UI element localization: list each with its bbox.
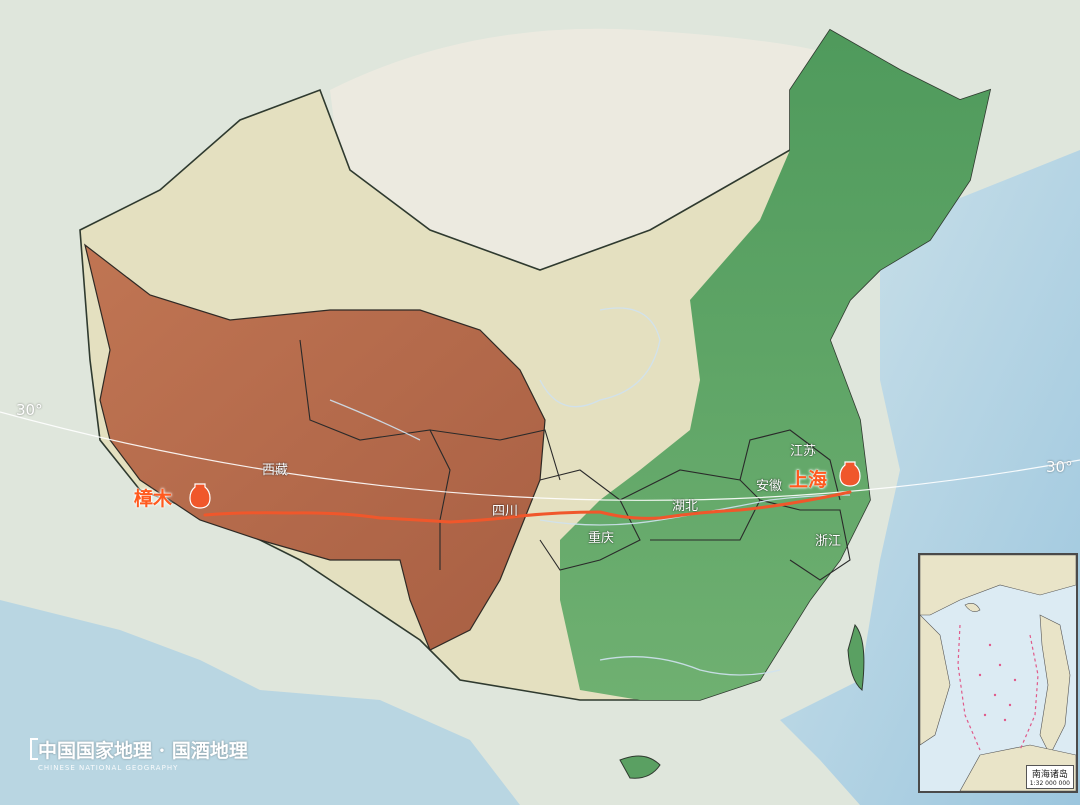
route-line [203, 490, 852, 524]
south-china-sea-inset: 南海诸岛 1:32 000 000 [918, 553, 1078, 793]
province-label-anhui: 安徽 [756, 479, 783, 494]
province-label-xizang: 西藏 [262, 463, 289, 478]
inset-caption: 南海诸岛 1:32 000 000 [1025, 765, 1074, 789]
tibetan-plateau [84, 243, 546, 651]
city-label-shanghai: 上海 [789, 469, 828, 491]
hainan-island [619, 755, 661, 779]
latitude-label-west: 30° [16, 401, 43, 419]
latitude-label-east: 30° [1046, 458, 1073, 476]
province-label-hubei: 湖北 [672, 499, 699, 514]
taiwan-island [847, 623, 865, 691]
mongolia-region [330, 28, 850, 280]
province-label-jiangsu: 江苏 [790, 444, 817, 459]
eastern-lowlands [560, 30, 990, 700]
logo-bracket [30, 738, 38, 760]
province-label-chongqing: 重庆 [588, 531, 615, 546]
city-label-zhangmu: 樟木 [134, 488, 173, 510]
jar-icon-zhangmu [189, 483, 211, 509]
inset-scale: 1:32 000 000 [1029, 780, 1070, 787]
province-label-sichuan: 四川 [492, 504, 519, 519]
inset-title: 南海诸岛 [1031, 770, 1068, 780]
brand-logo: 中国国家地理 · 国酒地理 CHINESE NATIONAL GEOGRAPHY [30, 736, 248, 772]
province-label-zhejiang: 浙江 [815, 534, 842, 549]
latitude-30-line [0, 411, 1080, 501]
jar-icon-shanghai [839, 461, 861, 487]
brand-title: 中国国家地理 · 国酒地理 [38, 740, 248, 762]
brand-subtitle: CHINESE NATIONAL GEOGRAPHY [38, 764, 179, 772]
inset-map [920, 555, 1076, 791]
bay-of-bengal [0, 600, 520, 805]
